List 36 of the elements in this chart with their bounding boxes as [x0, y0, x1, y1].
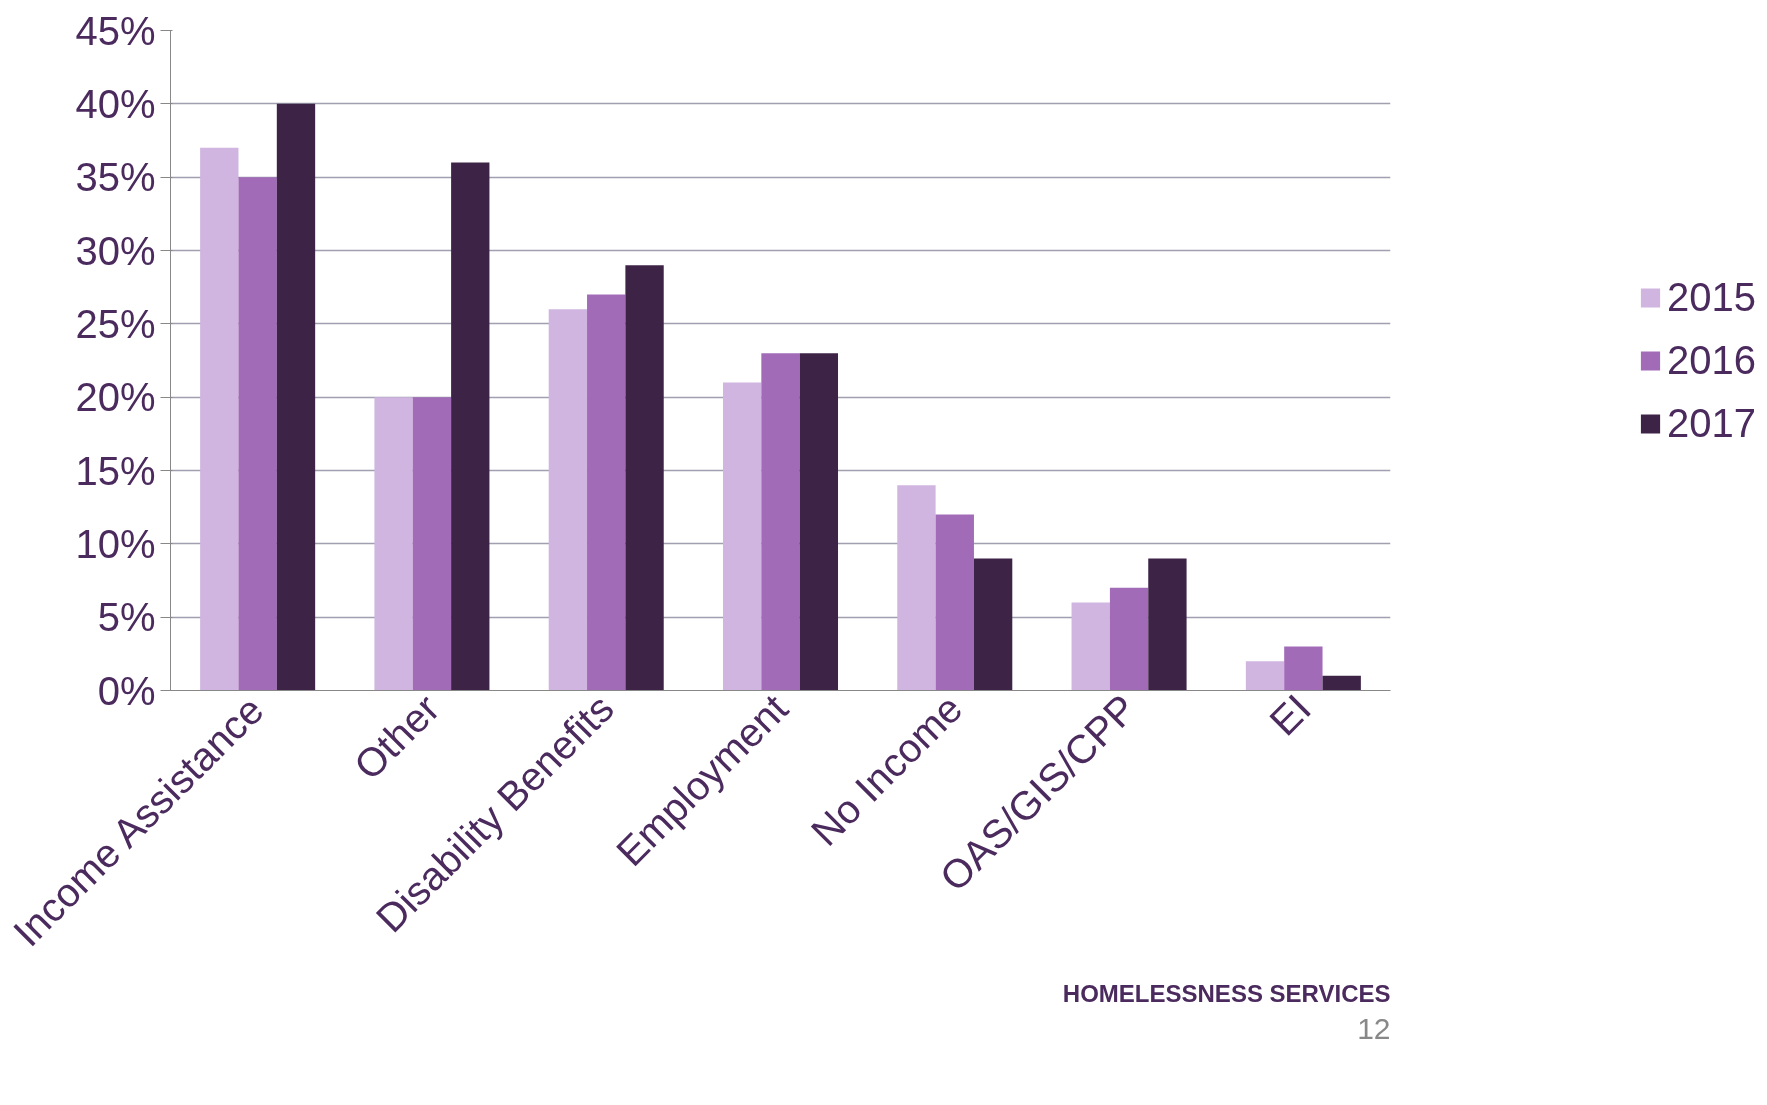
bar — [548, 309, 588, 691]
bar — [1284, 646, 1323, 691]
bar — [897, 485, 936, 691]
bar — [412, 397, 452, 691]
bar — [722, 382, 762, 691]
y-tick-label: 10% — [75, 521, 156, 566]
legend-label: 2017 — [1667, 400, 1756, 446]
bar — [238, 177, 277, 691]
bar — [625, 265, 664, 691]
y-tick-label: 25% — [75, 301, 156, 346]
y-tick-label: 45% — [75, 8, 156, 53]
bar — [1148, 558, 1187, 691]
y-tick-label: 40% — [75, 81, 156, 126]
y-tick-label: 20% — [75, 375, 156, 420]
bar — [935, 514, 974, 691]
text: HOMELESSNESS SERVICES — [1062, 979, 1391, 1007]
bar — [1071, 602, 1110, 691]
legend-label: 2015 — [1667, 274, 1756, 320]
y-tick-label: 35% — [75, 155, 156, 200]
bar — [451, 162, 490, 691]
legend-label: 2016 — [1667, 337, 1756, 383]
y-tick-label: 5% — [97, 595, 156, 640]
bar — [587, 294, 626, 691]
bar — [761, 353, 800, 691]
bar — [1322, 675, 1361, 691]
bar — [973, 558, 1013, 691]
bar — [1245, 661, 1285, 691]
bar — [200, 147, 239, 691]
bar — [374, 397, 413, 691]
y-tick-label: 30% — [75, 228, 156, 273]
y-tick-label: 15% — [75, 448, 156, 493]
x-tick-label: EI — [1261, 685, 1319, 744]
text: 12 — [1357, 1011, 1391, 1045]
bar — [276, 103, 316, 691]
bar — [1109, 587, 1149, 691]
bar — [799, 353, 839, 691]
